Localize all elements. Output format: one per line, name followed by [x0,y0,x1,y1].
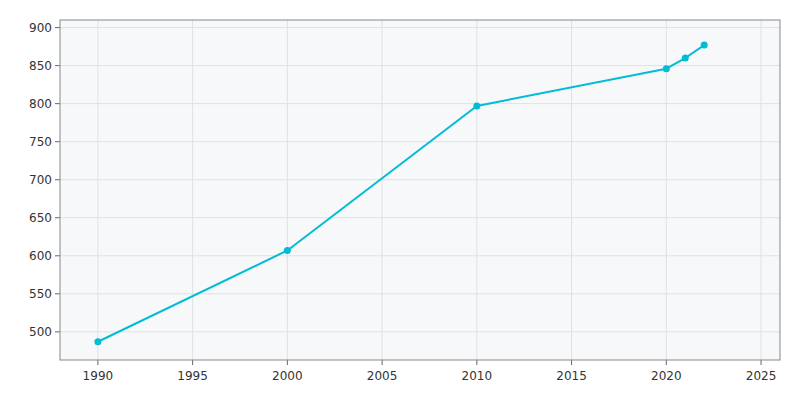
y-tick-label: 650 [29,211,52,225]
chart: 1990 1995 2000 2005 2010 2015 2020 2025 500 550 60… [0,0,800,400]
y-tick [55,255,60,256]
series [94,42,707,346]
x-tick-label: 2010 [462,369,493,383]
x-grid-line [287,20,288,360]
y-tick [55,331,60,332]
y-tick-label: 550 [29,287,52,301]
axes: 1990 1995 2000 2005 2010 2015 2020 2025 500 550 60… [29,21,776,383]
plot-background [60,20,780,360]
y-grid-line [60,141,780,142]
x-tick [287,360,288,365]
x-tick-label: 2020 [651,369,682,383]
y-tick-label: 900 [29,21,52,35]
y-grid-line [60,331,780,332]
x-grid-line [571,20,572,360]
plot-frame [60,20,780,360]
y-grid-line [60,27,780,28]
line [98,45,704,342]
x-tick-label: 1990 [83,369,114,383]
y-tick [55,217,60,218]
x-tick [192,360,193,365]
marker [94,338,101,345]
y-grid-line [60,103,780,104]
y-tick-label: 850 [29,59,52,73]
x-tick [666,360,667,365]
y-tick-label: 600 [29,249,52,263]
x-grid-line [192,20,193,360]
x-tick-label: 2015 [556,369,587,383]
y-tick [55,27,60,28]
y-tick-label: 700 [29,173,52,187]
x-tick [382,360,383,365]
chart-container: 1990 1995 2000 2005 2010 2015 2020 2025 500 550 60… [0,0,800,400]
marker [284,247,291,254]
y-grid-line [60,217,780,218]
y-grid-line [60,255,780,256]
y-tick [55,179,60,180]
x-tick [97,360,98,365]
x-grid-line [476,20,477,360]
y-tick-label: 800 [29,97,52,111]
x-tick-label: 1995 [177,369,208,383]
y-tick-label: 750 [29,135,52,149]
y-tick [55,141,60,142]
x-tick [761,360,762,365]
marker [663,65,670,72]
x-tick-label: 2025 [746,369,777,383]
y-grid-line [60,293,780,294]
y-grid-line [60,179,780,180]
grid [60,20,780,360]
marker [473,102,480,109]
x-grid-line [761,20,762,360]
y-tick [55,293,60,294]
x-tick [571,360,572,365]
y-tick [55,65,60,66]
x-grid-line [97,20,98,360]
marker [701,42,708,49]
x-tick-label: 2000 [272,369,303,383]
marker [682,55,689,62]
page: {"chart_data": {"type": "line", "x": [19… [0,0,800,400]
x-tick-label: 2005 [367,369,398,383]
x-grid-line [382,20,383,360]
y-tick [55,103,60,104]
x-tick [476,360,477,365]
y-tick-label: 500 [29,325,52,339]
